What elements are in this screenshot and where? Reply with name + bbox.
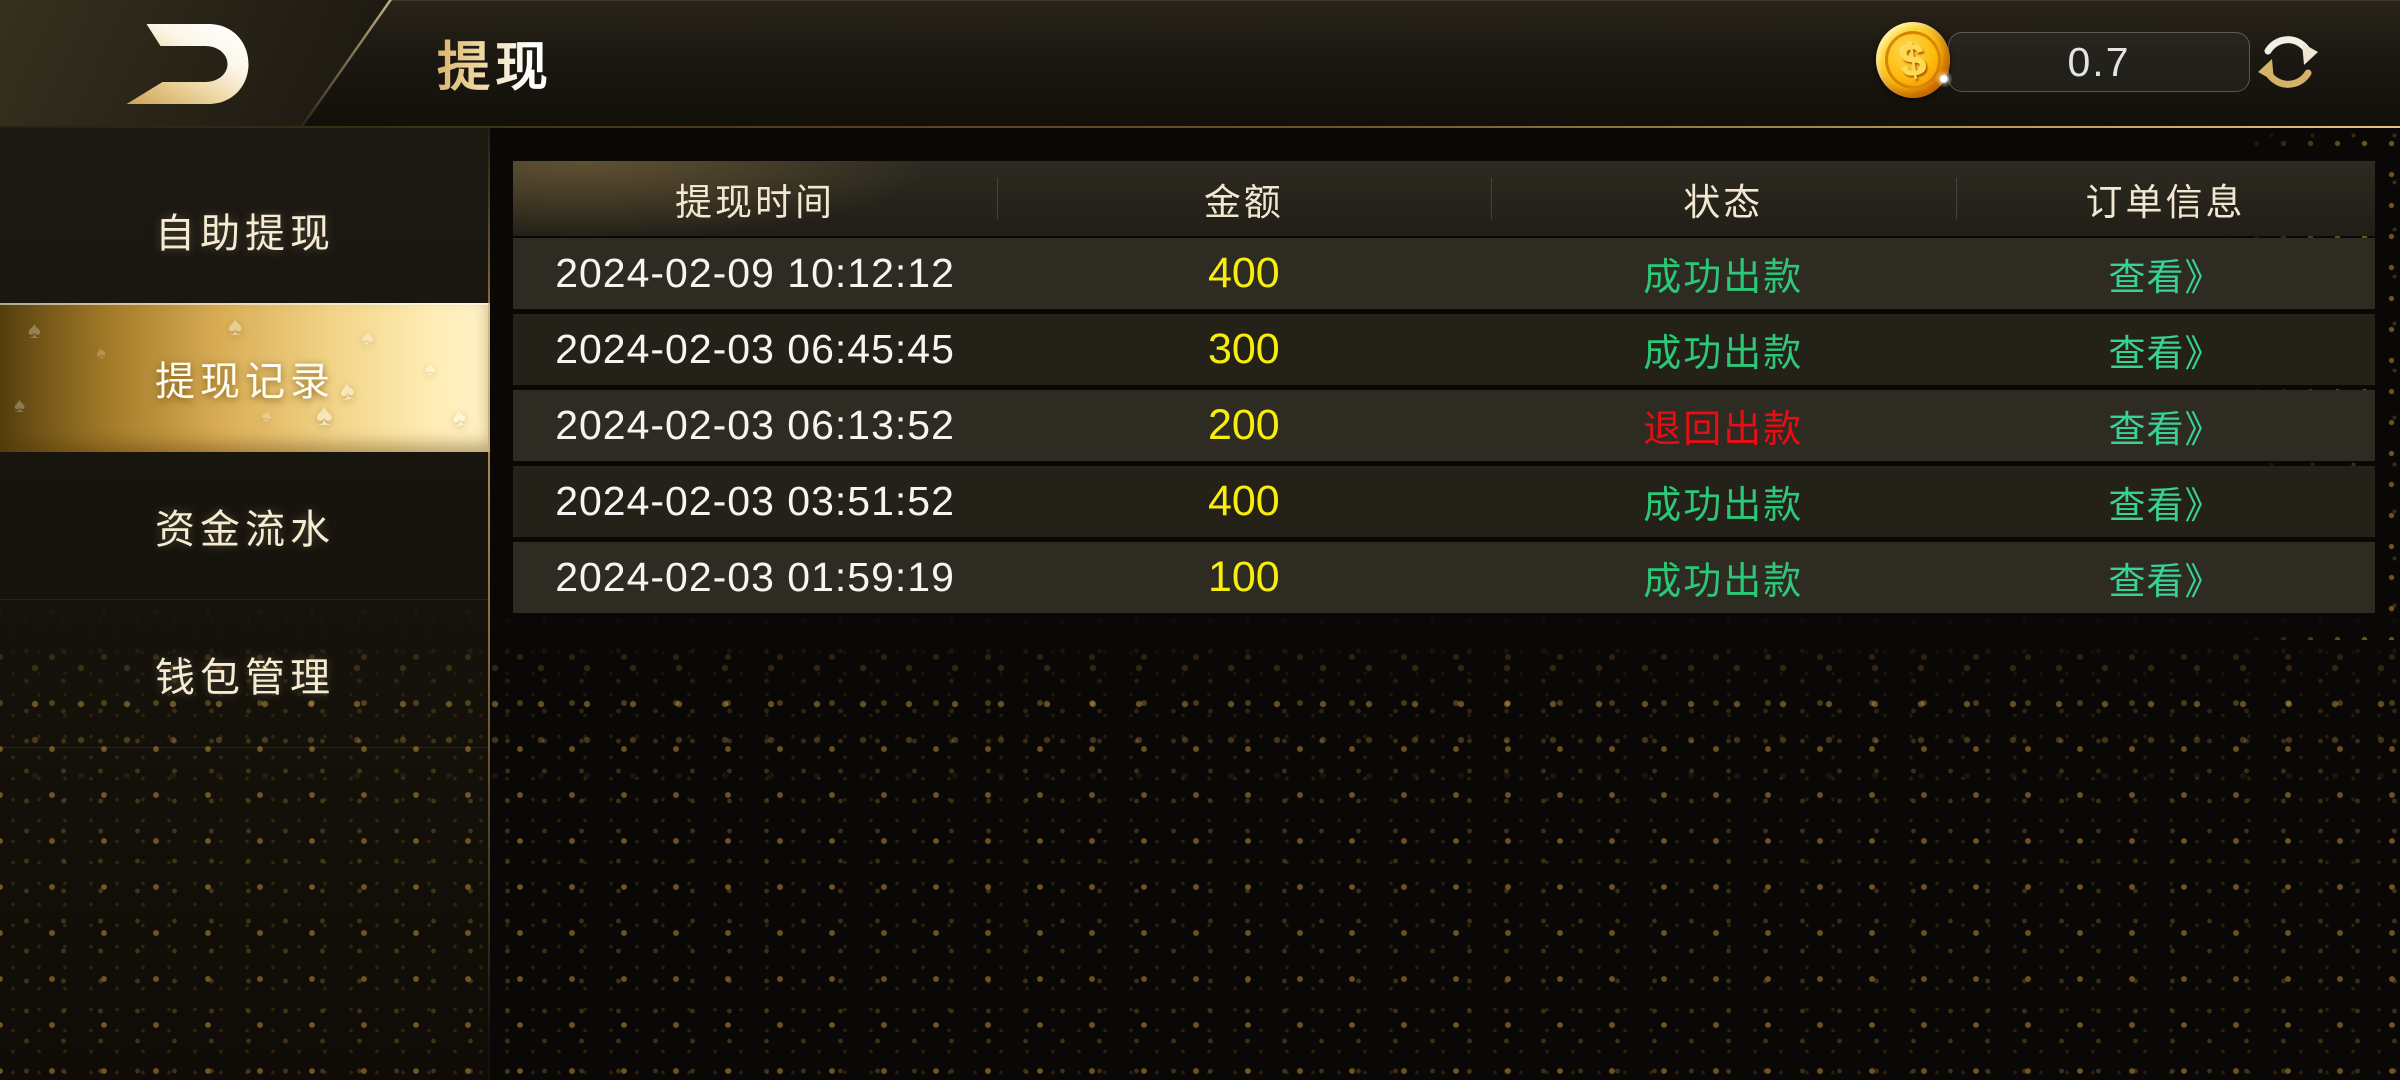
withdraw-records-table: 提现时间 金额 状态 订单信息 2024-02-09 10:12:12 400 … — [513, 161, 2375, 618]
withdraw-amount: 200 — [1207, 401, 1280, 449]
table-header: 提现时间 金额 状态 订单信息 — [513, 161, 2375, 236]
spade-icon: ♠ — [228, 311, 248, 341]
withdraw-status: 成功出款 — [1643, 333, 1804, 375]
withdraw-amount: 400 — [1207, 477, 1280, 525]
sidebar: 自助提现 ♠ ♠ ♠ ♠ ♠ ♠ ♠ ♠ ♠ ♠ 提现记录 资金流水 钱包管理 — [0, 128, 490, 1080]
view-link[interactable]: 查看》 — [2108, 256, 2223, 298]
spade-icon: ♠ — [94, 340, 113, 364]
coin-sparkle — [1931, 66, 1957, 92]
table-row: 2024-02-03 01:59:19 100 成功出款 查看》 — [513, 542, 2375, 613]
topbar-gold-underline — [0, 126, 2400, 128]
column-header-order-info: 订单信息 — [1956, 161, 2375, 236]
withdraw-amount: 100 — [1207, 553, 1280, 601]
table-body: 2024-02-09 10:12:12 400 成功出款 查看》 2024-02… — [513, 238, 2375, 613]
spade-icon: ♠ — [425, 358, 441, 380]
withdraw-time: 2024-02-03 06:45:45 — [555, 326, 955, 372]
page-title: 提现 — [437, 25, 553, 101]
balance-value: 0.7 — [2067, 38, 2131, 85]
refresh-icon[interactable] — [2256, 30, 2320, 94]
sidebar-item-self-withdraw[interactable]: 自助提现 — [0, 156, 490, 303]
sidebar-item-label: 资金流水 — [155, 507, 335, 552]
spade-icon: ♠ — [360, 323, 381, 352]
view-link[interactable]: 查看》 — [2108, 332, 2223, 374]
withdraw-status: 成功出款 — [1643, 485, 1804, 527]
spade-icon: ♠ — [259, 404, 279, 428]
sidebar-item-label: 提现记录 — [155, 359, 335, 404]
withdraw-status: 成功出款 — [1643, 561, 1804, 603]
withdraw-amount: 300 — [1207, 325, 1280, 373]
view-link[interactable]: 查看》 — [2108, 408, 2223, 450]
sidebar-item-label: 钱包管理 — [155, 655, 335, 700]
withdraw-time: 2024-02-03 01:59:19 — [555, 554, 955, 600]
sidebar-item-withdraw-records[interactable]: ♠ ♠ ♠ ♠ ♠ ♠ ♠ ♠ ♠ ♠ 提现记录 — [0, 303, 490, 452]
withdraw-status: 退回出款 — [1643, 409, 1804, 451]
withdraw-status: 成功出款 — [1643, 257, 1804, 299]
spade-icon: ♠ — [337, 373, 362, 407]
table-row: 2024-02-03 03:51:52 400 成功出款 查看》 — [513, 466, 2375, 537]
column-header-status: 状态 — [1490, 161, 1957, 236]
withdraw-time: 2024-02-03 06:13:52 — [555, 402, 955, 448]
spade-icon: ♠ — [28, 317, 46, 344]
view-link[interactable]: 查看》 — [2108, 484, 2223, 526]
sidebar-item-label: 自助提现 — [155, 211, 335, 256]
table-row: 2024-02-09 10:12:12 400 成功出款 查看》 — [513, 238, 2375, 309]
app-logo-icon[interactable] — [120, 18, 256, 110]
withdraw-time: 2024-02-03 03:51:52 — [555, 478, 955, 524]
column-header-amount: 金额 — [997, 161, 1490, 236]
view-link[interactable]: 查看》 — [2108, 560, 2223, 602]
sidebar-item-fund-flow[interactable]: 资金流水 — [0, 452, 490, 600]
withdraw-time: 2024-02-09 10:12:12 — [555, 250, 955, 296]
table-row: 2024-02-03 06:13:52 200 退回出款 查看》 — [513, 390, 2375, 461]
gold-coin-icon: $ — [1871, 17, 1957, 103]
topbar: 提现 $ 0.7 — [0, 0, 2400, 126]
balance-display: 0.7 — [1948, 32, 2250, 92]
sidebar-item-wallet-manage[interactable]: 钱包管理 — [0, 600, 490, 748]
table-row: 2024-02-03 06:45:45 300 成功出款 查看》 — [513, 314, 2375, 385]
spade-icon: ♠ — [316, 397, 338, 432]
spade-icon: ♠ — [449, 399, 474, 433]
column-header-time: 提现时间 — [675, 181, 836, 223]
withdraw-amount: 400 — [1207, 249, 1280, 297]
spade-icon: ♠ — [14, 394, 31, 417]
